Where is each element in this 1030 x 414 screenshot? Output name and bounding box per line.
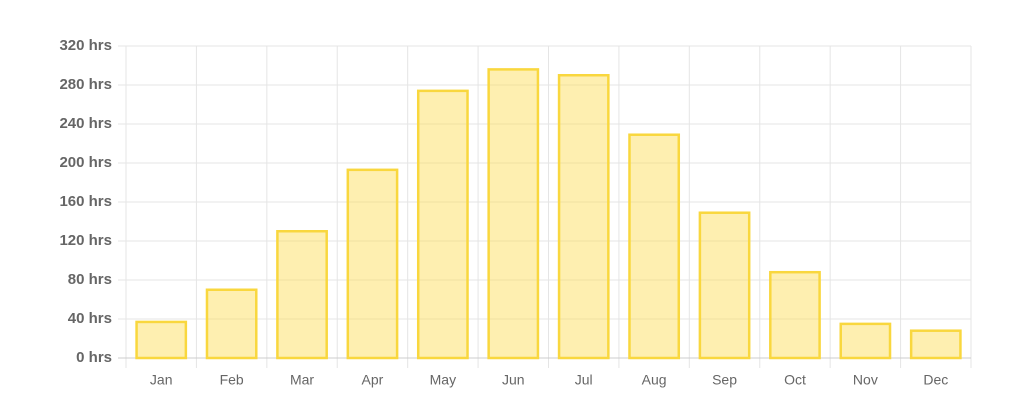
y-tick-label: 280 hrs bbox=[59, 76, 112, 93]
bar bbox=[909, 329, 962, 360]
y-tick-label: 320 hrs bbox=[59, 37, 112, 54]
bar bbox=[416, 89, 469, 360]
y-tick-label: 0 hrs bbox=[76, 349, 112, 366]
y-tick-label: 120 hrs bbox=[59, 232, 112, 249]
bar bbox=[698, 211, 751, 360]
bar bbox=[628, 133, 681, 360]
x-tick-label: Nov bbox=[853, 372, 878, 388]
bar bbox=[839, 322, 892, 360]
bar bbox=[276, 230, 328, 360]
y-tick-label: 160 hrs bbox=[59, 193, 112, 210]
x-tick-label: Apr bbox=[362, 372, 384, 388]
x-tick-label: Mar bbox=[290, 372, 314, 388]
y-tick-label: 240 hrs bbox=[59, 115, 112, 132]
bar bbox=[487, 68, 540, 360]
bar bbox=[769, 270, 821, 360]
x-tick-label: Jul bbox=[575, 372, 593, 388]
x-tick-label: May bbox=[430, 372, 456, 388]
bar bbox=[346, 168, 399, 360]
bar bbox=[205, 288, 258, 360]
x-tick-label: Dec bbox=[923, 372, 948, 388]
y-tick-label: 40 hrs bbox=[68, 310, 112, 327]
bar bbox=[557, 74, 610, 360]
x-tick-label: Sep bbox=[712, 372, 737, 388]
y-tick-label: 80 hrs bbox=[68, 271, 112, 288]
x-tick-label: Jan bbox=[150, 372, 173, 388]
x-tick-label: Jun bbox=[502, 372, 525, 388]
y-tick-label: 200 hrs bbox=[59, 154, 112, 171]
bar bbox=[135, 320, 188, 360]
x-tick-label: Feb bbox=[220, 372, 244, 388]
x-tick-label: Oct bbox=[784, 372, 806, 388]
x-tick-label: Aug bbox=[642, 372, 667, 388]
